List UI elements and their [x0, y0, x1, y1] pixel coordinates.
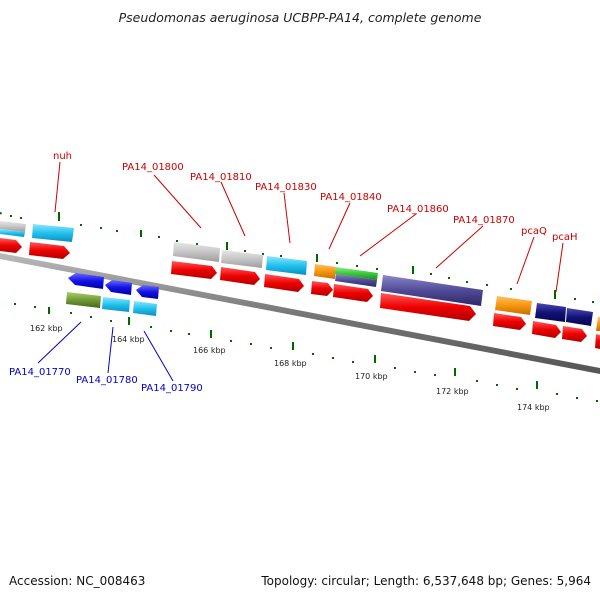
- gene-feature: [133, 301, 157, 316]
- reverse-gene-labels: PA14_01770 PA14_01780 PA14_01790: [9, 367, 203, 394]
- tick-mark: [536, 381, 538, 389]
- tick-mark: [554, 290, 556, 299]
- scale-labels: 162 kbp 164 kbp 166 kbp 168 kbp 170 kbp …: [30, 324, 550, 412]
- gene-arrow: [493, 313, 526, 330]
- gene-label-pa14-01870[interactable]: PA14_01870: [453, 215, 515, 226]
- scale-label: 164 kbp: [112, 335, 145, 344]
- lower-tick-track: [14, 303, 598, 402]
- scale-label: 170 kbp: [355, 372, 388, 381]
- tick-mark: [226, 242, 228, 250]
- gene-label-pa14-01840[interactable]: PA14_01840: [320, 192, 382, 203]
- gene-feature: [381, 275, 483, 306]
- gene-feature: [173, 242, 220, 262]
- upper-tick-track: [0, 212, 594, 303]
- scale-label: 168 kbp: [274, 359, 307, 368]
- gene-arrow-reverse: [136, 285, 159, 299]
- gene-feature: [535, 303, 566, 322]
- tick-mark: [454, 368, 456, 376]
- gene-label-pa14-01780[interactable]: PA14_01780: [76, 375, 138, 386]
- gene-feature: [0, 221, 26, 232]
- gene-label-pa14-01830[interactable]: PA14_01830: [255, 182, 317, 193]
- gene-label-nuh[interactable]: nuh: [53, 151, 72, 162]
- tick-mark: [412, 266, 414, 274]
- scale-label: 172 kbp: [436, 387, 469, 396]
- genome-summary-text: Topology: circular; Length: 6,537,648 bp…: [261, 574, 591, 588]
- gene-label-pa14-01860[interactable]: PA14_01860: [387, 204, 449, 215]
- tick-mark: [48, 307, 50, 314]
- reverse-genes: [66, 273, 159, 316]
- gene-label-pa14-01810[interactable]: PA14_01810: [190, 172, 252, 183]
- gene-arrow: [333, 284, 373, 302]
- gene-arrow: [595, 334, 600, 349]
- forward-genes-strand: [0, 238, 600, 349]
- gene-arrow-reverse: [105, 280, 132, 295]
- gene-label-pcah[interactable]: pcaH: [552, 232, 578, 243]
- gene-arrow: [311, 281, 333, 296]
- tick-mark: [128, 317, 130, 325]
- gene-feature: [102, 297, 130, 312]
- scale-label: 166 kbp: [193, 346, 226, 355]
- gene-arrow: [29, 242, 70, 259]
- gene-feature-pcaQ: [495, 296, 532, 315]
- scale-label: 162 kbp: [30, 324, 63, 333]
- gene-arrow: [171, 261, 217, 279]
- forward-genes-functional: [0, 221, 600, 331]
- gene-feature: [314, 264, 336, 279]
- gene-arrow: [0, 238, 22, 253]
- gene-feature: [335, 274, 377, 287]
- gene-label-pa14-01770[interactable]: PA14_01770: [9, 367, 71, 378]
- genome-backbone: [0, 253, 600, 374]
- gene-label-pa14-01790[interactable]: PA14_01790: [141, 383, 203, 394]
- gene-feature-nuh: [32, 224, 74, 242]
- gene-arrow: [562, 326, 587, 342]
- gene-label-pcaq[interactable]: pcaQ: [521, 226, 547, 237]
- forward-gene-labels: nuh PA14_01800 PA14_01810 PA14_01830 PA1…: [53, 151, 578, 243]
- tick-mark: [140, 230, 142, 237]
- accession-text: Accession: NC_008463: [9, 574, 146, 588]
- scale-label: 174 kbp: [517, 403, 550, 412]
- gene-feature: [596, 317, 600, 331]
- tick-mark: [292, 342, 294, 350]
- gene-feature: [335, 267, 378, 280]
- tick-mark: [316, 254, 318, 262]
- gene-feature-pcaH: [566, 308, 593, 326]
- gene-label-pa14-01800[interactable]: PA14_01800: [122, 162, 184, 173]
- gene-feature: [66, 292, 101, 308]
- gene-arrow: [380, 293, 476, 321]
- gene-arrow: [264, 274, 304, 292]
- tick-mark: [58, 212, 60, 221]
- tick-mark: [374, 355, 376, 363]
- gene-feature: [266, 256, 307, 275]
- forward-leader-lines: [54, 161, 564, 293]
- map-title: Pseudomonas aeruginosa UCBPP-PA14, compl…: [118, 10, 482, 25]
- reverse-leader-lines: [37, 321, 174, 382]
- tick-mark: [210, 330, 212, 338]
- gene-arrow: [220, 267, 260, 285]
- gene-arrow-reverse: [68, 273, 104, 289]
- gene-feature: [221, 250, 263, 268]
- gene-arrow: [532, 321, 561, 338]
- gene-feature: [0, 229, 25, 237]
